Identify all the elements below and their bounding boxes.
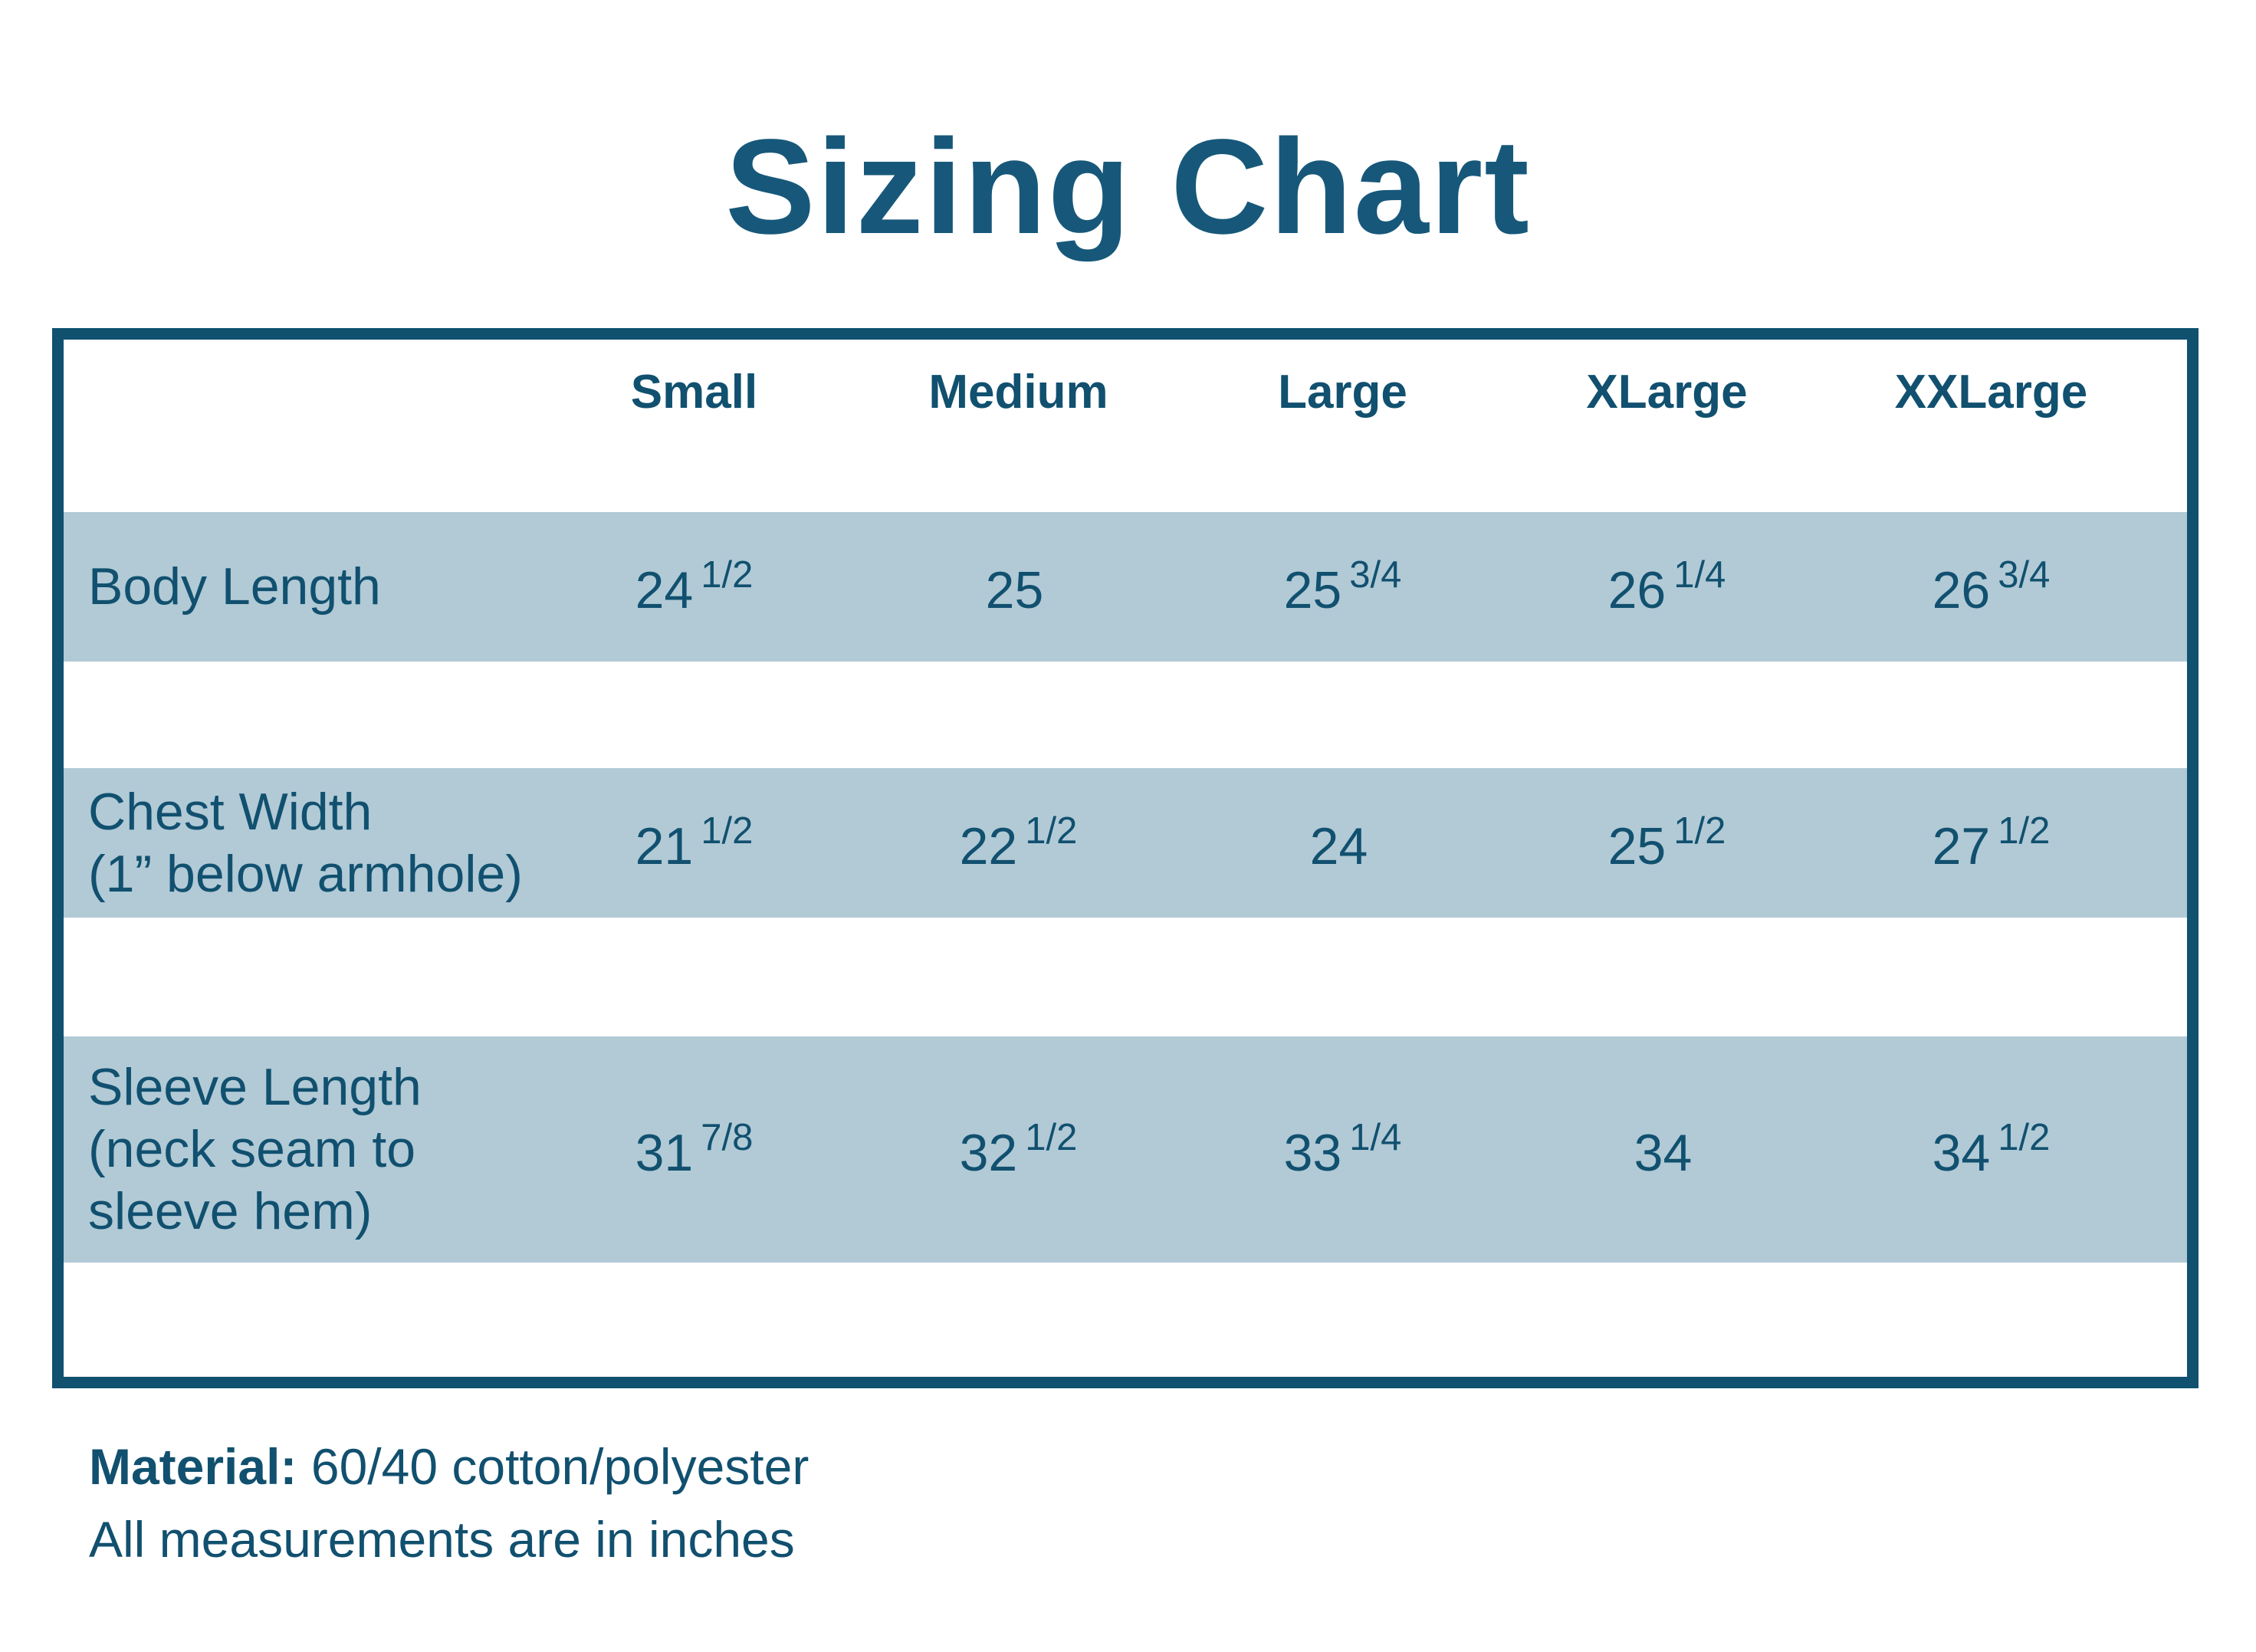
value-fraction: 3/4 bbox=[1349, 554, 1402, 596]
value-whole: 25 bbox=[1607, 817, 1667, 875]
measurement-cell: 25 1/2 bbox=[1505, 810, 1829, 876]
material-line: Material: 60/40 cotton/polyester bbox=[89, 1430, 809, 1503]
size-header-xxlarge: XXLarge bbox=[1894, 366, 2088, 419]
value-fraction: 1/2 bbox=[1025, 810, 1078, 852]
value-fraction: 1/2 bbox=[701, 554, 754, 596]
footer-notes: Material: 60/40 cotton/polyester All meas… bbox=[89, 1430, 809, 1576]
measurement-cell: 22 1/2 bbox=[856, 810, 1181, 876]
row-label-line: (neck seam to bbox=[88, 1120, 416, 1178]
value-fraction: 1/2 bbox=[701, 810, 754, 852]
size-header-small: Small bbox=[630, 366, 758, 419]
measurement-cell: 21 1/2 bbox=[532, 810, 856, 876]
value-whole: 25 bbox=[1283, 561, 1342, 619]
row-label: Sleeve Length (neck seam to sleeve hem) bbox=[64, 1056, 532, 1243]
value-fraction: 7/8 bbox=[701, 1117, 754, 1158]
measurement-cell: 32 1/2 bbox=[856, 1116, 1181, 1183]
measurement-cell: 33 1/4 bbox=[1181, 1116, 1505, 1183]
measurement-cell: 31 7/8 bbox=[532, 1116, 856, 1183]
measurement-cell: 25 3/4 bbox=[1181, 553, 1505, 620]
value-whole: 27 bbox=[1932, 817, 1991, 875]
value-whole: 21 bbox=[635, 817, 694, 875]
table-row-chest-width: Chest Width (1” below armhole) 21 1/2 22 1… bbox=[64, 768, 2187, 918]
value-whole: 33 bbox=[1283, 1124, 1342, 1182]
value-whole: 26 bbox=[1932, 561, 1991, 619]
value-fraction: 1/2 bbox=[1673, 810, 1726, 852]
value-fraction: 1/4 bbox=[1673, 554, 1726, 596]
value-whole: 26 bbox=[1607, 561, 1667, 619]
value-fraction: 1/2 bbox=[1998, 810, 2051, 852]
size-header-large: Large bbox=[1278, 366, 1407, 419]
size-header-row: Small Medium Large XLarge XXLarge bbox=[64, 340, 2187, 512]
size-header-medium: Medium bbox=[928, 366, 1108, 419]
material-value: 60/40 cotton/polyester bbox=[310, 1438, 809, 1495]
row-label-line: Body Length bbox=[88, 557, 381, 616]
value-fraction: 1/2 bbox=[1025, 1117, 1078, 1158]
measurement-cell: 24 1/2 bbox=[532, 553, 856, 620]
value-whole: 24 bbox=[635, 561, 694, 619]
sizing-table: Small Medium Large XLarge XXLarge Body L… bbox=[52, 328, 2199, 1388]
value-whole: 25 bbox=[985, 561, 1044, 619]
table-row-sleeve-length: Sleeve Length (neck seam to sleeve hem) … bbox=[64, 1036, 2187, 1263]
row-label-line: sleeve hem) bbox=[88, 1182, 373, 1240]
value-fraction: 1/4 bbox=[1349, 1117, 1402, 1158]
value-fraction: 3/4 bbox=[1998, 554, 2051, 596]
row-label-line: Sleeve Length bbox=[88, 1058, 422, 1116]
value-whole: 31 bbox=[635, 1124, 694, 1182]
size-header-xlarge: XLarge bbox=[1586, 366, 1748, 419]
row-label-line: (1” below armhole) bbox=[88, 844, 523, 903]
measurement-cell: 24 bbox=[1181, 810, 1505, 876]
measurement-cell: 34 bbox=[1505, 1116, 1829, 1183]
measurements-note: All measurements are in inches bbox=[89, 1511, 795, 1568]
row-spacer bbox=[64, 662, 2187, 768]
measurement-cell: 34 1/2 bbox=[1829, 1116, 2153, 1183]
measurement-cell: 26 1/4 bbox=[1505, 553, 1829, 620]
material-label: Material: bbox=[89, 1438, 297, 1495]
table-row-body-length: Body Length 24 1/2 25 25 3/4 26 1/4 26 3/4 bbox=[64, 512, 2187, 662]
measurement-cell: 25 bbox=[856, 553, 1181, 620]
row-spacer bbox=[64, 918, 2187, 1036]
value-whole: 34 bbox=[1932, 1124, 1991, 1182]
row-label-line: Chest Width bbox=[88, 782, 373, 841]
measurement-cell: 26 3/4 bbox=[1829, 553, 2153, 620]
value-whole: 22 bbox=[959, 817, 1018, 875]
value-fraction: 1/2 bbox=[1998, 1117, 2051, 1158]
value-whole: 32 bbox=[959, 1124, 1018, 1182]
page-title: Sizing Chart bbox=[725, 112, 1531, 262]
value-whole: 34 bbox=[1634, 1124, 1693, 1182]
value-whole: 24 bbox=[1309, 817, 1368, 875]
row-label: Chest Width (1” below armhole) bbox=[64, 781, 532, 905]
measurement-cell: 27 1/2 bbox=[1829, 810, 2153, 876]
row-label: Body Length bbox=[64, 556, 532, 618]
